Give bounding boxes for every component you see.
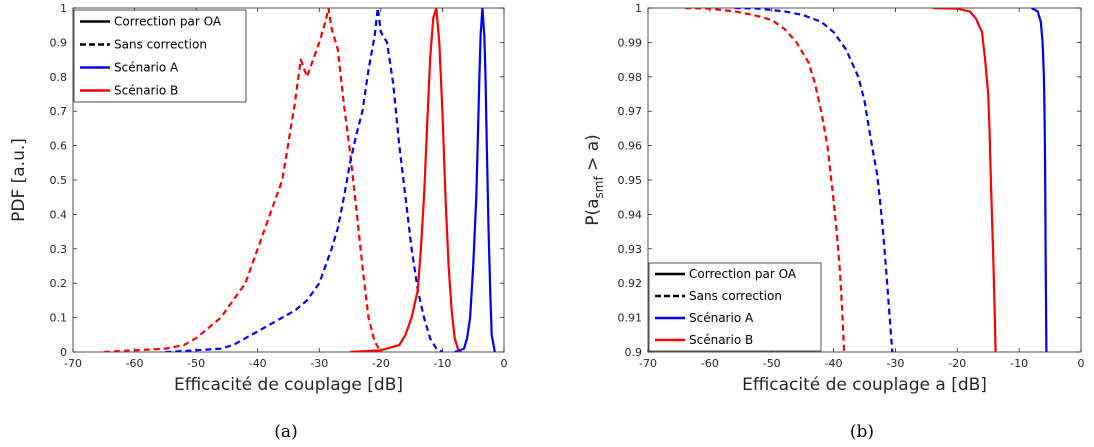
- series-line-2: [350, 8, 462, 352]
- series-line-3: [454, 8, 496, 352]
- y-axis-label: P(asmf > a): [583, 134, 606, 226]
- legend-label-1: Sans correction: [114, 38, 207, 52]
- y-tick-label: 0.99: [618, 36, 643, 49]
- y-tick-label: 0.5: [50, 174, 68, 187]
- y-tick-label: 0.3: [50, 243, 68, 256]
- legend-label-2: Scénario A: [114, 61, 179, 75]
- series-group: [103, 8, 496, 352]
- legend: Correction par OA Sans correction Scénario…: [73, 9, 247, 103]
- x-tick-label: -60: [701, 357, 719, 370]
- y-tick-label: 1: [60, 2, 67, 15]
- series-line-2: [932, 8, 997, 352]
- series-line-3: [1030, 8, 1048, 352]
- series-line-0: [103, 8, 382, 352]
- x-tick-label: -60: [126, 357, 144, 370]
- x-tick-label: -50: [187, 357, 205, 370]
- y-tick-label: 0.9: [50, 36, 68, 49]
- x-tick-label: -30: [310, 357, 328, 370]
- y-tick-label: 0.92: [618, 277, 643, 290]
- y-tick-label: 0: [60, 346, 67, 359]
- legend-label-3: Scénario B: [114, 84, 178, 98]
- x-tick-label: -10: [433, 357, 451, 370]
- y-label-sub: smf: [592, 176, 606, 199]
- y-tick-label: 0.6: [50, 140, 68, 153]
- x-tick-label: -50: [763, 357, 781, 370]
- series-line-0: [685, 8, 846, 352]
- y-tick-label: 0.7: [50, 105, 68, 118]
- y-label-pre: P(a: [583, 198, 603, 225]
- x-axis-label: Efficacité de couplage [dB]: [174, 375, 403, 395]
- y-tick-label: 0.98: [618, 71, 643, 84]
- legend: Correction par OA Sans correction Scénario…: [648, 262, 822, 352]
- y-tick-label: 0.96: [618, 140, 643, 153]
- x-tick-label: -20: [372, 357, 390, 370]
- series-group: [685, 8, 1048, 352]
- y-tick-label: 0.94: [618, 208, 643, 221]
- chart-a: -70 -60 -50 -40 -30 -20 -10 0 0 0.1 0.2 0.3 0.4 0.5 0.…: [9, 2, 508, 442]
- legend-box: [73, 9, 247, 103]
- x-tick-label: -10: [1010, 357, 1028, 370]
- legend-label-3: Scénario B: [689, 333, 753, 347]
- y-tick-label: 0.4: [50, 208, 68, 221]
- x-axis-label: Efficacité de couplage a [dB]: [742, 375, 987, 395]
- panel-caption: (b): [850, 422, 874, 442]
- y-label-post: > a): [583, 134, 603, 176]
- y-axis-label: PDF [a.u.]: [9, 138, 29, 222]
- series-line-1: [734, 8, 894, 352]
- y-tick-label: 0.93: [618, 243, 643, 256]
- y-tick-label: 0.1: [50, 312, 68, 325]
- legend-label-0: Correction par OA: [689, 267, 797, 281]
- y-tick-label: 0.91: [618, 312, 643, 325]
- series-line-1: [165, 8, 443, 352]
- legend-label-1: Sans correction: [689, 289, 782, 303]
- y-tick-label: 0.2: [50, 277, 68, 290]
- chart-b: -70 -60 -50 -40 -30 -20 -10 0 0.9 0.91 0.92 0.93 0.9…: [583, 2, 1085, 442]
- y-tick-label: 0.97: [618, 105, 643, 118]
- x-tick-label: -20: [948, 357, 966, 370]
- x-tick-label: 0: [501, 357, 508, 370]
- x-tick-label: -40: [825, 357, 843, 370]
- legend-box: [648, 262, 822, 352]
- x-tick-label: 0: [1078, 357, 1085, 370]
- x-tick-label: -30: [886, 357, 904, 370]
- x-tick-label: -40: [249, 357, 267, 370]
- x-tick-label: -70: [639, 357, 657, 370]
- panel-caption: (a): [274, 422, 297, 442]
- x-tick-label: -70: [64, 357, 82, 370]
- y-tick-label: 0.95: [618, 174, 643, 187]
- legend-label-0: Correction par OA: [114, 15, 222, 29]
- y-tick-label: 0.8: [50, 71, 68, 84]
- y-tick-label: 0.9: [625, 346, 643, 359]
- y-tick-label: 1: [635, 2, 642, 15]
- legend-label-2: Scénario A: [689, 311, 754, 325]
